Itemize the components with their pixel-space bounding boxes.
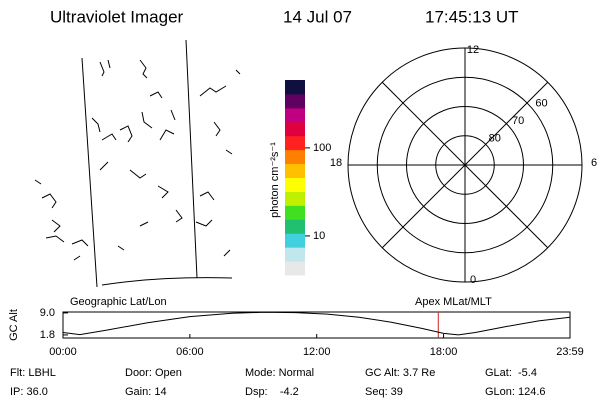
instrument: Ultraviolet Imager	[50, 7, 184, 26]
status-field: Gain: 14	[125, 386, 167, 398]
color-step	[285, 93, 305, 109]
colorbar: 10 100	[285, 80, 331, 276]
color-step	[285, 261, 305, 276]
status-field: GLon: 124.6	[485, 386, 546, 398]
color-step	[285, 247, 305, 262]
color-step	[285, 233, 305, 248]
color-step	[285, 191, 305, 206]
color-step	[285, 135, 305, 151]
status-field: Flt: LBHL	[10, 367, 56, 379]
color-step	[285, 149, 305, 165]
status-field: GC Alt: 3.7 Re	[365, 367, 435, 379]
footer: Flt: LBHL Door: Open Mode: Normal GC Alt: 3…	[10, 367, 546, 398]
color-step	[285, 177, 305, 192]
y-axis-label: GC Alt	[8, 309, 20, 341]
mlt-label: 0	[470, 274, 476, 286]
y-tick-label: 1.8	[40, 329, 55, 341]
mlt-label: 12	[467, 44, 479, 56]
mlt-label: 18	[330, 157, 342, 169]
meridian	[81, 57, 98, 288]
meridian	[185, 39, 198, 279]
status-field: IP: 36.0	[10, 386, 48, 398]
lat-label: 60	[535, 97, 547, 109]
altitude-line	[62, 311, 571, 336]
polar-spoke	[381, 81, 549, 249]
color-step	[285, 205, 305, 220]
colorbar-label: photon cm⁻²s⁻¹	[269, 142, 281, 218]
color-step	[285, 121, 305, 137]
color-step	[285, 107, 305, 123]
lat-label: 80	[489, 132, 501, 144]
x-tick-label: 12:00	[303, 346, 331, 358]
mlt-label: 6	[591, 157, 597, 169]
x-tick-label: 18:00	[430, 346, 458, 358]
status-field: Seq: 39	[365, 386, 403, 398]
colorbar-tick-label: 10	[313, 230, 325, 242]
color-step	[285, 219, 305, 234]
status-field: GLat: -5.4	[485, 367, 537, 379]
lat-label: 70	[512, 115, 524, 127]
x-tick-label: 23:59	[556, 346, 584, 358]
map	[34, 39, 241, 288]
x-tick-label: 06:00	[176, 346, 204, 358]
colorbar-tick-label: 100	[313, 142, 331, 154]
lat-circle	[406, 106, 524, 224]
status-field: Mode: Normal	[245, 367, 314, 379]
edge	[101, 277, 233, 286]
x-tick-label: 00:00	[49, 346, 77, 358]
status-field: Dsp: -4.2	[245, 386, 299, 398]
time: 17:45:13 UT	[425, 7, 519, 26]
right-label: Apex MLat/MLT	[415, 296, 492, 308]
left-label: Geographic Lat/Lon	[70, 296, 167, 308]
lat-circle	[435, 135, 495, 195]
status-field: Door: Open	[125, 367, 182, 379]
color-step	[285, 163, 305, 178]
color-step	[285, 80, 305, 95]
lat-circle	[376, 76, 554, 254]
y-tick-label: 9.0	[40, 307, 55, 319]
date: 14 Jul 07	[283, 7, 352, 26]
